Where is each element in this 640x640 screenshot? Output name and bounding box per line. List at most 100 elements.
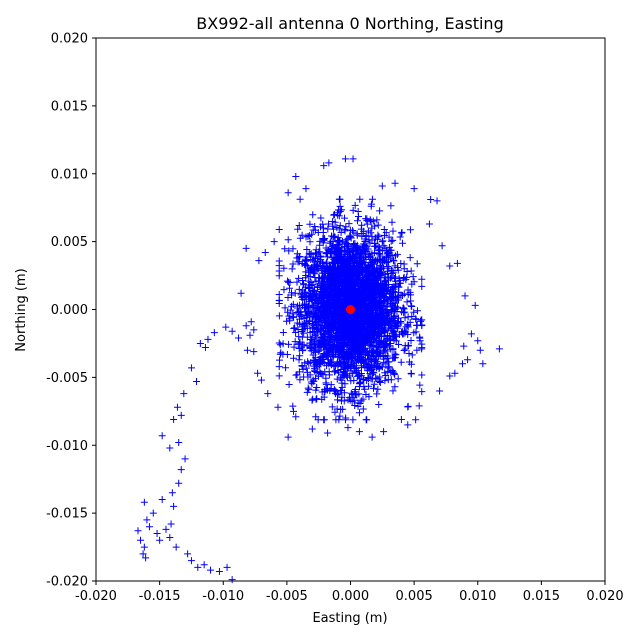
- data-point: [158, 432, 166, 440]
- data-point: [392, 351, 400, 359]
- data-point: [406, 226, 414, 234]
- data-point: [222, 323, 230, 331]
- data-point: [300, 315, 308, 323]
- data-point: [387, 293, 395, 301]
- data-point: [228, 327, 236, 335]
- data-point: [345, 249, 353, 257]
- data-point: [309, 226, 317, 234]
- data-point: [313, 291, 321, 299]
- data-point: [410, 308, 418, 316]
- data-point: [376, 207, 384, 215]
- data-point: [390, 327, 398, 335]
- data-point: [378, 238, 386, 246]
- data-point: [309, 303, 317, 311]
- data-point: [349, 155, 357, 163]
- data-point: [404, 421, 412, 429]
- data-point: [325, 277, 333, 285]
- data-point: [349, 206, 357, 214]
- data-point: [332, 388, 340, 396]
- data-point: [333, 375, 341, 383]
- data-point: [363, 264, 371, 272]
- data-point: [418, 282, 426, 290]
- data-point: [395, 288, 403, 296]
- data-point: [389, 227, 397, 235]
- data-point: [361, 385, 369, 393]
- data-point: [344, 268, 352, 276]
- data-point: [336, 412, 344, 420]
- data-point: [300, 329, 308, 337]
- data-point: [391, 383, 399, 391]
- data-point: [324, 283, 332, 291]
- data-point: [438, 242, 446, 250]
- data-point: [380, 232, 388, 240]
- data-point: [407, 370, 415, 378]
- data-point: [329, 241, 337, 249]
- data-point: [362, 233, 370, 241]
- data-point: [302, 364, 310, 372]
- data-point: [400, 265, 408, 273]
- data-point: [177, 466, 185, 474]
- data-point: [391, 350, 399, 358]
- data-point: [289, 402, 297, 410]
- y-tick-label: -0.015: [46, 507, 88, 522]
- data-point: [464, 356, 472, 364]
- data-point: [275, 299, 283, 307]
- data-point: [389, 387, 397, 395]
- data-point: [327, 336, 335, 344]
- data-point: [391, 317, 399, 325]
- data-point: [306, 344, 314, 352]
- data-point: [345, 255, 353, 263]
- data-point: [378, 329, 386, 337]
- data-point: [329, 343, 337, 351]
- y-axis-label: Northing (m): [14, 268, 29, 351]
- data-point: [380, 257, 388, 265]
- data-point: [210, 329, 218, 337]
- data-point: [187, 557, 195, 565]
- y-tick-label: 0.005: [51, 235, 88, 250]
- data-point: [407, 297, 415, 305]
- data-point: [358, 355, 366, 363]
- data-point: [313, 335, 321, 343]
- data-point: [365, 311, 373, 319]
- data-point: [311, 314, 319, 322]
- data-point: [319, 331, 327, 339]
- data-point: [362, 337, 370, 345]
- data-point: [388, 269, 396, 277]
- data-point: [410, 278, 418, 286]
- data-point: [394, 318, 402, 326]
- data-point: [460, 342, 468, 350]
- data-point: [338, 371, 346, 379]
- data-point: [366, 271, 374, 279]
- data-point: [381, 270, 389, 278]
- data-point: [167, 520, 175, 528]
- data-point: [293, 254, 301, 262]
- y-tick-label: -0.020: [46, 575, 88, 590]
- data-point: [386, 246, 394, 254]
- data-point: [474, 337, 482, 345]
- data-point: [404, 323, 412, 331]
- data-point: [319, 220, 327, 228]
- y-tick-label: -0.005: [46, 371, 88, 386]
- data-point: [357, 339, 365, 347]
- data-point: [314, 260, 322, 268]
- data-point: [247, 318, 255, 326]
- data-point: [140, 498, 148, 506]
- data-point: [337, 268, 345, 276]
- data-point: [311, 261, 319, 269]
- data-point: [177, 411, 185, 419]
- data-point: [323, 349, 331, 357]
- data-point: [341, 416, 349, 424]
- data-point: [415, 402, 423, 410]
- data-point: [368, 357, 376, 365]
- data-point: [385, 363, 393, 371]
- data-point: [378, 315, 386, 323]
- data-point: [312, 318, 320, 326]
- data-point: [358, 221, 366, 229]
- data-point: [320, 324, 328, 332]
- data-point: [270, 238, 278, 246]
- data-point: [309, 327, 317, 335]
- data-point: [353, 217, 361, 225]
- data-point: [311, 249, 319, 257]
- data-point: [338, 393, 346, 401]
- data-point: [264, 390, 272, 398]
